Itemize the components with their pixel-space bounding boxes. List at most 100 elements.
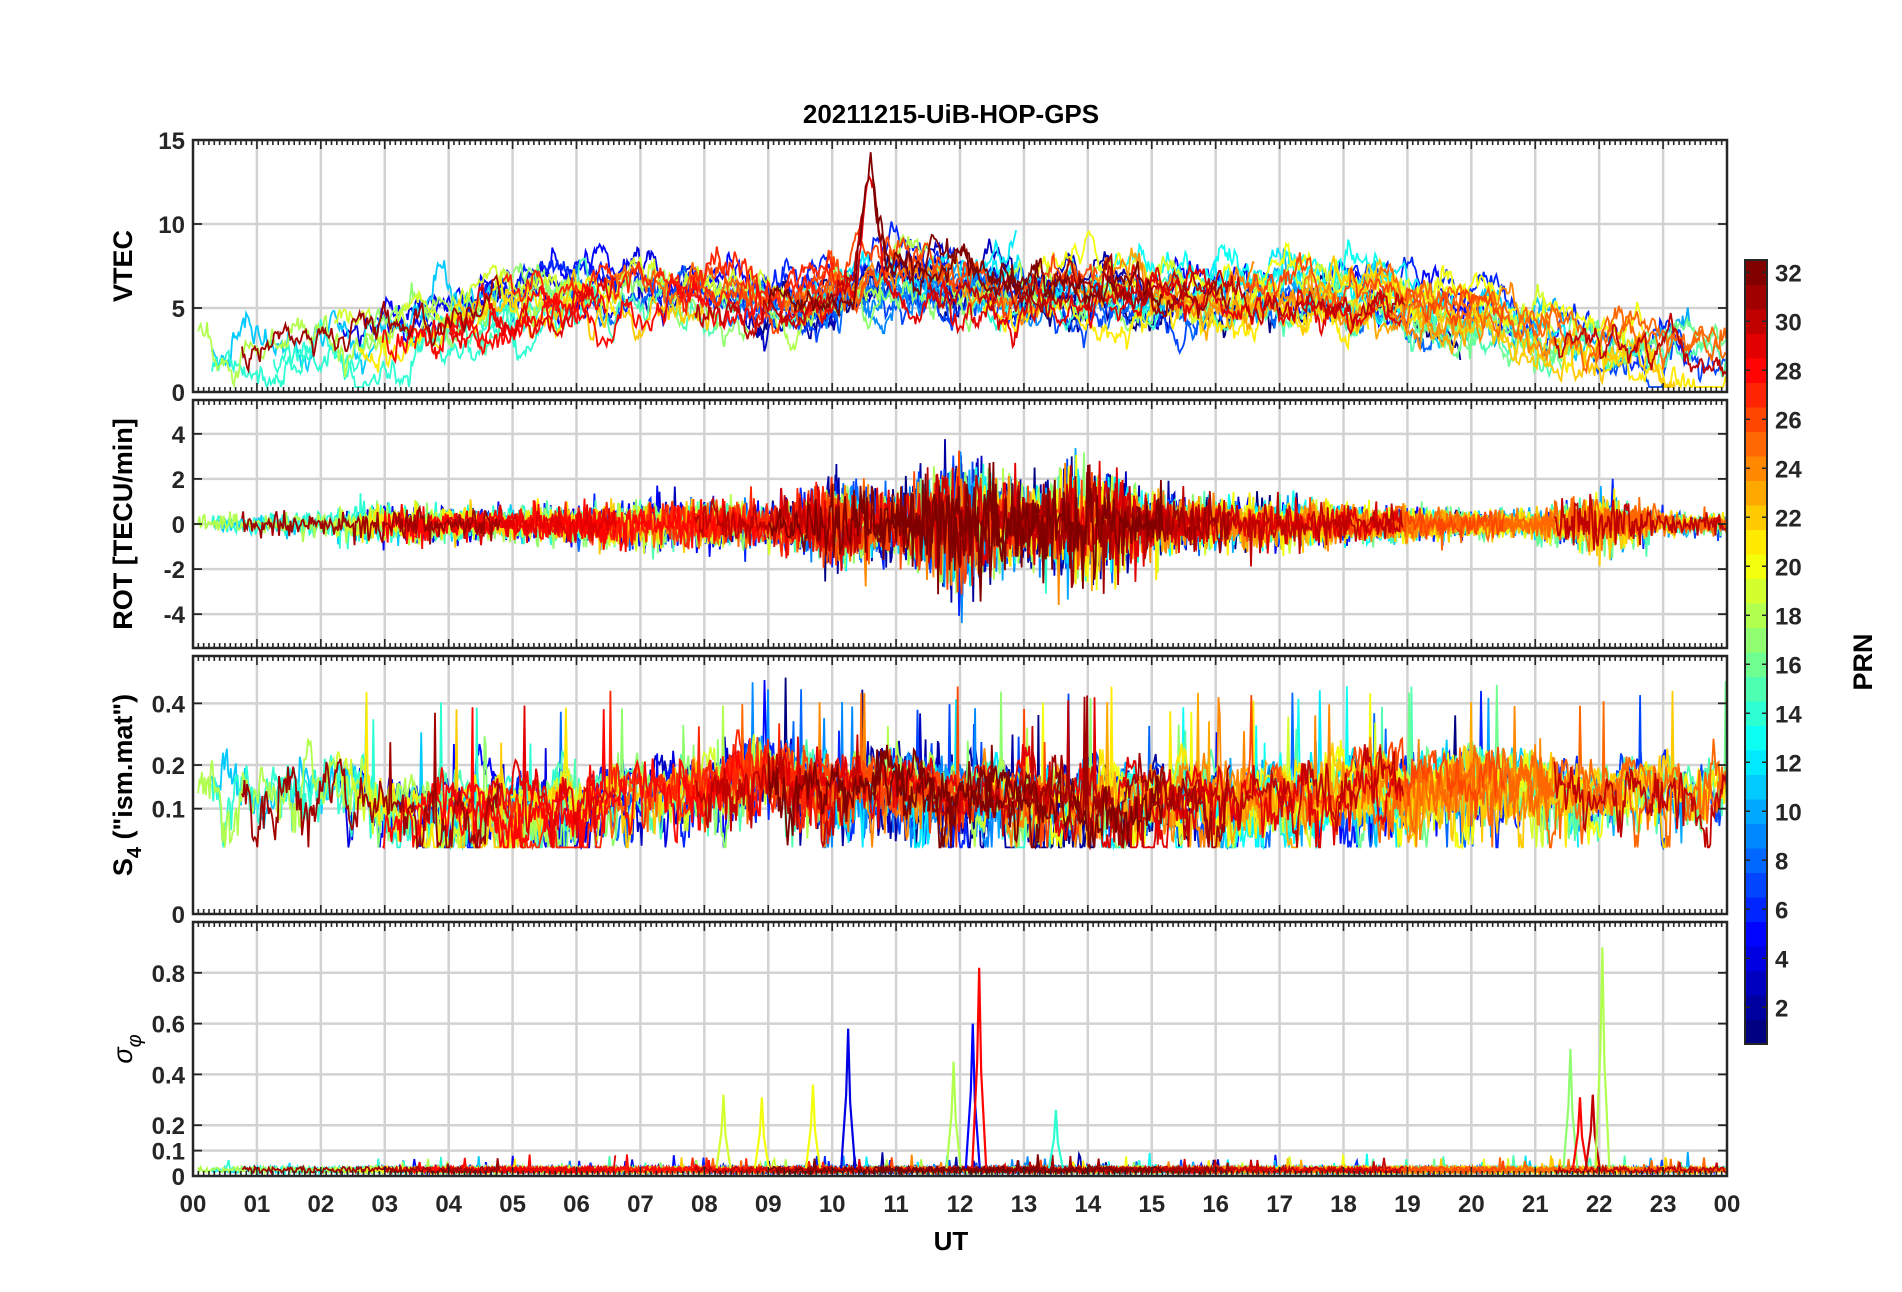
y-tick-label: -4 [164, 602, 186, 629]
x-ticks-vtec [192, 140, 1728, 392]
y-tick-label: 10 [158, 212, 185, 239]
colorbar-label: PRN [1848, 633, 1878, 690]
x-tick-label: 16 [1202, 1191, 1229, 1218]
series-line-prn-31 [1015, 252, 1232, 319]
series-line-prn-25 [1387, 280, 1727, 375]
colorbar-segment [1745, 1019, 1767, 1045]
series-line-prn-25 [1387, 496, 1727, 552]
colorbar-tick-label: 24 [1775, 456, 1802, 483]
y-tick-label: 0.4 [152, 691, 186, 718]
colorbar-segment [1745, 480, 1767, 506]
x-tick-label: 03 [371, 1191, 398, 1218]
spike-mark [804, 1084, 822, 1169]
colorbar-segment [1745, 382, 1767, 408]
x-tick-label: 17 [1266, 1191, 1293, 1218]
colorbar-segment [1745, 725, 1767, 751]
y-tick-label: 0 [172, 902, 185, 929]
x-tick-label: 18 [1330, 1191, 1357, 1218]
x-tick-label: 09 [755, 1191, 782, 1218]
series-line-prn-14 [211, 285, 598, 390]
series-line-prn-32 [767, 748, 1164, 849]
spike-mark [1047, 1109, 1064, 1169]
colorbar-tick-label: 14 [1775, 701, 1802, 728]
colorbar-tick-label: 16 [1775, 652, 1802, 679]
series-line-prn-7 [1591, 328, 1727, 388]
series-line-prn-30 [694, 493, 864, 558]
y-tick-label: 5 [172, 296, 185, 323]
colorbar-segment [1745, 701, 1767, 726]
y-tick-label: 0.8 [152, 961, 185, 988]
colorbar-segment [1745, 995, 1767, 1020]
series-line-prn-32 [767, 152, 1164, 319]
series-line-prn-30 [1553, 761, 1727, 849]
colorbar-segment [1745, 848, 1767, 873]
colorbar-tick-label: 28 [1775, 358, 1802, 385]
series-vtec [197, 152, 1727, 390]
x-tick-label: 21 [1522, 1191, 1549, 1218]
colorbar-segment [1745, 921, 1767, 947]
x-tick-label: 04 [435, 1191, 462, 1218]
colorbar-tick-label: 8 [1775, 848, 1788, 875]
colorbar-segment [1745, 407, 1767, 432]
y-tick-label: 0 [172, 512, 185, 539]
y-tick-label: 15 [158, 128, 185, 155]
series-line-prn-24 [783, 251, 1255, 327]
colorbar-segment [1745, 431, 1767, 457]
series-line-prn-28 [575, 277, 766, 350]
x-tick-label: 20 [1458, 1191, 1485, 1218]
x-tick-label: 13 [1011, 1191, 1038, 1218]
colorbar-tick-label: 32 [1775, 260, 1802, 287]
y-tick-label: 0.4 [152, 1062, 186, 1089]
colorbar-segment [1745, 774, 1767, 800]
panel-vtec: 0 5 10 15 VTEC [108, 128, 1729, 407]
y-tick-label: 4 [172, 422, 186, 449]
x-tick-label: 06 [563, 1191, 590, 1218]
spike-mark [753, 1097, 770, 1169]
series-line-prn-32 [767, 461, 1164, 602]
series-line-prn-25 [1387, 705, 1727, 848]
y-tick-label: 0.1 [152, 1139, 185, 1166]
spike-mark [964, 1023, 981, 1169]
panel-sigma_phi: 00.10.2 0.4 0.6 0.8 σφ 00 01 02 03 04 05 06 07 08 09 10… [108, 920, 1740, 1218]
colorbar-tick-label: 4 [1775, 946, 1789, 973]
x-tick-label: 07 [627, 1191, 654, 1218]
series-line-prn-31 [1015, 695, 1231, 851]
y-tick-label: 0.2 [152, 1113, 185, 1140]
colorbar-segment [1745, 872, 1767, 898]
series-line-prn-14 [272, 303, 565, 376]
colorbar-tick-label: 22 [1775, 505, 1802, 532]
colorbar-segment [1745, 970, 1767, 996]
series-line-prn-31 [241, 712, 502, 850]
y-tick-label: 0.2 [152, 753, 185, 780]
series-line-prn-21 [1554, 337, 1727, 390]
panel-rot: -4 -2 0 2 4 ROT [TECU/min] [108, 398, 1729, 650]
colorbar-tick-label: 26 [1775, 407, 1802, 434]
series-line-prn-31 [1015, 1154, 1231, 1176]
series-line-prn-26 [688, 228, 974, 335]
x-tick-label: 14 [1074, 1191, 1101, 1218]
series-line-prn-22 [450, 709, 712, 849]
y-tick-label: 0 [172, 380, 185, 407]
colorbar-segment [1745, 333, 1767, 359]
series-line-prn-26 [1245, 252, 1506, 327]
x-tick-label: 11 [883, 1191, 908, 1218]
series-rot [197, 439, 1727, 624]
colorbar-segment [1745, 505, 1767, 530]
series-s4 [197, 677, 1727, 851]
colorbar-segment [1745, 309, 1767, 334]
y-tick-label: 0.6 [152, 1012, 185, 1039]
x-axis-label: UT [934, 1226, 969, 1256]
series-line-prn-29 [779, 175, 1210, 350]
spike-mark [1594, 947, 1611, 1169]
x-tick-label: 05 [499, 1191, 526, 1218]
series-line-prn-30 [1553, 312, 1727, 378]
y-axis-label-rot: ROT [TECU/min] [108, 418, 138, 629]
series-line-prn-28 [381, 282, 608, 365]
series-line-prn-28 [575, 748, 766, 844]
colorbar-segment [1745, 603, 1767, 628]
spike-mark [840, 1028, 857, 1169]
y-axis-label-vtec: VTEC [108, 230, 138, 302]
series-line-prn-22 [1313, 255, 1676, 389]
x-tick-label: 22 [1586, 1191, 1613, 1218]
